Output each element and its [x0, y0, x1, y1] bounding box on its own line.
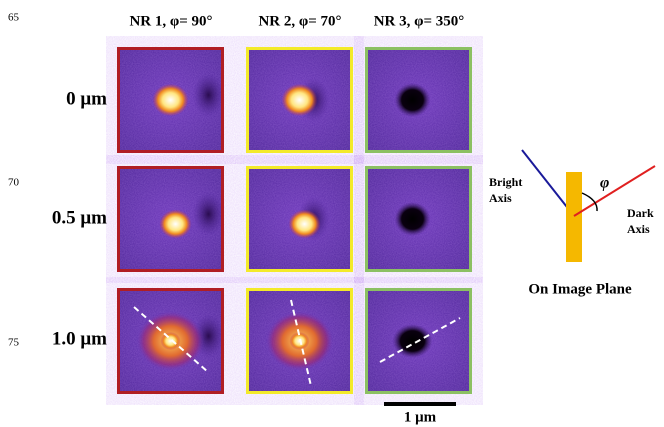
- line-number: 65: [8, 12, 20, 24]
- bright-axis-label: Axis: [489, 191, 512, 205]
- line-number: 70: [8, 177, 20, 189]
- column-header: NR 3, φ= 350°: [374, 13, 465, 29]
- row-label: 1.0 μm: [52, 328, 107, 349]
- nanorod: [566, 172, 582, 262]
- row-label: 0 μm: [66, 88, 107, 109]
- angle-arc: [582, 193, 597, 211]
- dark-spot: [395, 202, 431, 236]
- dark-axis-label: Axis: [627, 222, 650, 236]
- shadow: [193, 73, 225, 117]
- scale-label: 1 μm: [404, 409, 437, 425]
- bright-axis-label: Bright: [489, 175, 522, 189]
- figure: 65 70 75 NR 1, φ= 90° NR 2, φ= 70° NR 3,…: [0, 0, 664, 427]
- diagram-caption: On Image Plane: [528, 281, 632, 297]
- image-grid: [117, 47, 472, 394]
- shadow: [193, 192, 225, 236]
- bright-spot: [161, 332, 181, 350]
- orientation-diagram: φ Bright Axis Dark Axis On Image Plane: [489, 150, 655, 297]
- row-label: 0.5 μm: [52, 207, 107, 228]
- dark-spot: [395, 83, 431, 117]
- bright-spot: [289, 210, 321, 239]
- dark-axis-label: Dark: [627, 206, 654, 220]
- bright-spot: [282, 84, 318, 116]
- bright-spot: [153, 84, 189, 116]
- column-header: NR 2, φ= 70°: [258, 13, 341, 29]
- line-number: 75: [8, 337, 20, 349]
- column-header: NR 1, φ= 90°: [129, 13, 212, 29]
- angle-label: φ: [600, 175, 609, 192]
- bright-spot: [160, 210, 192, 239]
